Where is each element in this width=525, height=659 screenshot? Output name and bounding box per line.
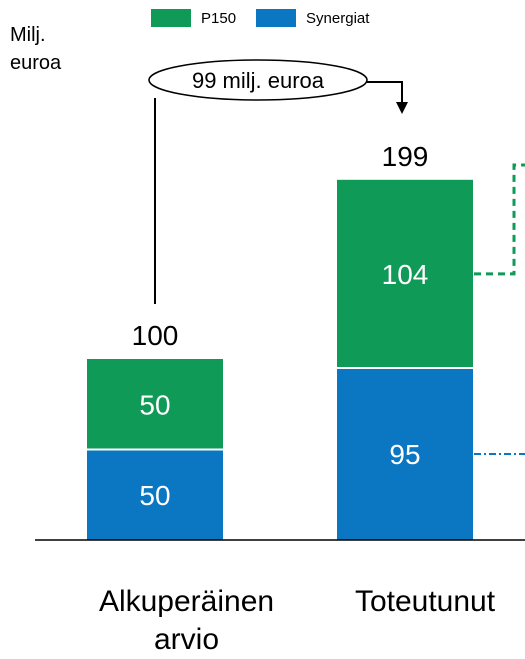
chart-legend: P150 Synergiat: [151, 9, 389, 27]
bar-total-label: 100: [132, 320, 179, 351]
legend-swatch-synergies: [256, 9, 297, 27]
legend-label-p150: P150: [201, 9, 237, 27]
bar-segment: [337, 368, 473, 540]
legend-item-synergies: Synergiat: [256, 9, 369, 27]
unit-label-line-2: euroa: [10, 52, 62, 74]
category-label-realized: Toteutunut: [320, 583, 525, 621]
p150-leader-line: [474, 163, 525, 276]
bar-total-label: 199: [382, 141, 429, 172]
unit-label: Milj. euroa: [10, 21, 61, 77]
callout-ellipse: [148, 59, 368, 101]
category-label-line: Alkuperäinen: [98, 585, 275, 618]
bar-segment: [87, 449, 223, 540]
segment-value-label: 104: [382, 259, 429, 290]
callout-text: 99 milj. euroa: [192, 68, 325, 93]
unit-label-line-1: Milj.: [10, 24, 46, 46]
legend-label-synergies: Synergiat: [306, 9, 370, 27]
callout-arrow-line: [367, 81, 403, 104]
bar-segment: [337, 179, 473, 369]
segment-value-label: 95: [389, 439, 420, 470]
legend-item-p150: P150: [151, 9, 236, 27]
category-label-realized-text: Toteutunut: [320, 583, 525, 621]
category-label-line: arvio: [153, 623, 220, 656]
segment-value-label: 50: [139, 480, 170, 511]
category-label-original-estimate: Alkuperäinen arvio: [64, 583, 309, 659]
callout-arrowhead: [396, 102, 408, 114]
segment-value-label: 50: [139, 389, 170, 420]
category-label-original-estimate-text: Alkuperäinen arvio: [64, 583, 309, 659]
bar-segment: [87, 359, 223, 450]
category-label-line: Toteutunut: [354, 585, 496, 618]
legend-swatch-p150: [151, 9, 191, 27]
